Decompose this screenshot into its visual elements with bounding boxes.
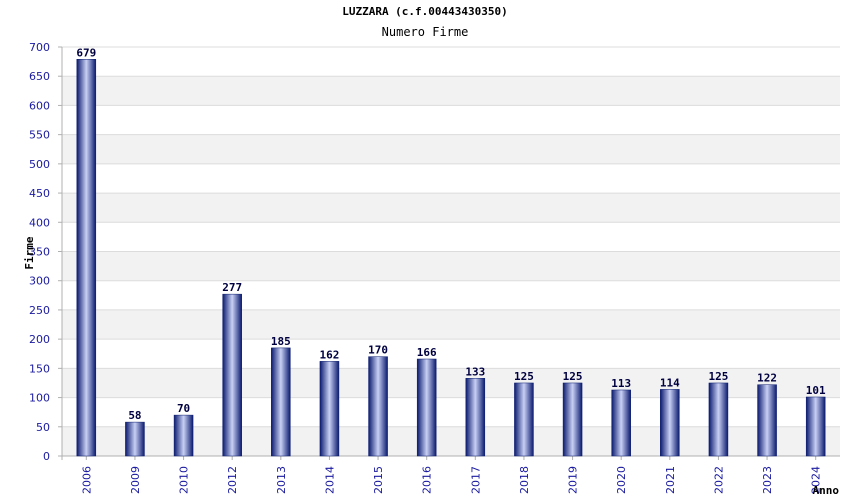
bar-2020 [611, 389, 631, 457]
bar-value-label: 133 [465, 365, 485, 378]
grid-band [62, 193, 840, 223]
x-tick-label: 2023 [761, 466, 774, 494]
x-tick-labels: 2006 2009 2010 2012 2013 2014 2015 2016 2017 2018… [80, 466, 822, 494]
bar-labels: 679 58 70 277 185 162 170 166 133 125 125 113 114 125… [76, 46, 826, 422]
bar-value-label: 125 [709, 370, 729, 383]
bar-2006 [76, 59, 97, 457]
bar-value-label: 166 [417, 346, 437, 359]
bar-value-label: 101 [806, 384, 826, 397]
chart-subtitle: Numero Firme [381, 25, 469, 39]
y-tick-labels: 0 50 100 150 200 250 300 350 400 450 500 550 600 650 7… [29, 41, 50, 463]
x-tick-label: 2021 [664, 466, 677, 494]
bar-value-label: 277 [222, 281, 242, 294]
x-tick-label: 2013 [275, 466, 288, 494]
bar-value-label: 70 [177, 402, 190, 415]
bar-value-label: 162 [320, 348, 340, 361]
grid-band [62, 105, 840, 135]
bar-2016 [416, 358, 437, 457]
bar-2012 [222, 293, 242, 457]
bar-2013 [271, 347, 291, 457]
x-tick-label: 2017 [469, 466, 482, 494]
bar-2009 [125, 421, 145, 457]
x-tick-label: 2014 [323, 466, 336, 494]
y-tick-label: 400 [29, 216, 50, 229]
x-axis-label: Anno [813, 484, 840, 497]
grid-band [62, 222, 840, 252]
y-tick-label: 250 [29, 304, 50, 317]
bar-2023 [757, 384, 777, 457]
x-tick-label: 2022 [712, 466, 725, 494]
x-tick-label: 2024 [810, 466, 823, 494]
bar-2024 [805, 396, 826, 457]
bar-value-label: 113 [611, 377, 631, 390]
grid-band [62, 134, 840, 164]
y-tick-label: 700 [29, 41, 50, 54]
y-tick-label: 600 [29, 99, 50, 112]
bar-value-label: 679 [76, 46, 96, 59]
bars [76, 59, 826, 457]
grid-band [62, 280, 840, 310]
bar-2015 [368, 356, 388, 457]
y-tick-label: 50 [36, 421, 50, 434]
x-tick-label: 2009 [129, 466, 142, 494]
bar-value-label: 114 [660, 376, 680, 389]
y-axis-label: Firme [23, 236, 36, 269]
y-tick-label: 300 [29, 275, 50, 288]
y-tick-label: 100 [29, 392, 50, 405]
bar-value-label: 170 [368, 344, 388, 357]
y-tick-label: 450 [29, 187, 50, 200]
y-tick-label: 350 [29, 246, 50, 259]
bar-2022 [708, 382, 729, 457]
x-tick-label: 2019 [567, 466, 580, 494]
grid-bands [62, 47, 840, 456]
x-tick-label: 2018 [518, 466, 531, 494]
bar-2019 [562, 382, 583, 457]
y-tick-label: 200 [29, 333, 50, 346]
x-tick-label: 2010 [178, 466, 191, 494]
bar-value-label: 122 [757, 372, 777, 385]
y-tick-label: 500 [29, 158, 50, 171]
y-tick-label: 150 [29, 362, 50, 375]
x-tick-label: 2012 [226, 466, 239, 494]
chart-title: LUZZARA (c.f.00443430350) [342, 5, 508, 18]
y-tick-label: 650 [29, 70, 50, 83]
y-tick-label: 0 [43, 450, 50, 463]
x-tick-label: 2020 [615, 466, 628, 494]
bar-value-label: 125 [514, 370, 534, 383]
x-tick-label: 2016 [421, 466, 434, 494]
bar-2021 [660, 389, 680, 457]
grid-band [62, 339, 840, 369]
bar-value-label: 185 [271, 335, 291, 348]
x-tick-label: 2015 [372, 466, 385, 494]
grid-band [62, 163, 840, 194]
bar-2014 [319, 361, 340, 457]
grid-band [62, 76, 840, 106]
bar-value-label: 58 [128, 409, 141, 422]
y-tick-label: 550 [29, 129, 50, 142]
bar-2017 [465, 378, 486, 457]
grid-band [62, 47, 840, 77]
grid-band [62, 251, 840, 281]
bar-2018 [514, 382, 534, 457]
bar-2010 [173, 414, 194, 457]
x-tick-label: 2006 [80, 466, 93, 494]
bar-value-label: 125 [563, 370, 583, 383]
grid-band [62, 309, 840, 340]
